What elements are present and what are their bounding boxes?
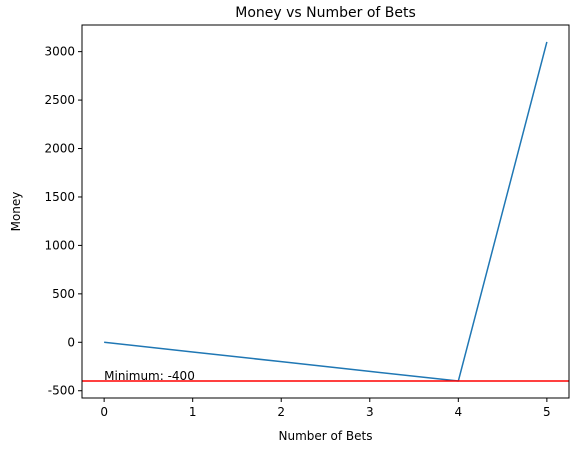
x-tick-label: 1: [189, 405, 197, 419]
x-tick-label: 0: [100, 405, 108, 419]
x-tick-label: 5: [543, 405, 551, 419]
y-tick-label: 2500: [44, 93, 75, 107]
chart-title: Money vs Number of Bets: [235, 5, 416, 21]
y-axis-label: Money: [9, 192, 23, 232]
x-axis-label: Number of Bets: [279, 429, 373, 443]
y-axis-ticks: -500 0 500 1000 1500 2000 2500 3000: [44, 45, 82, 398]
x-tick-label: 4: [454, 405, 462, 419]
x-tick-label: 2: [277, 405, 285, 419]
x-tick-label: 3: [366, 405, 374, 419]
y-tick-label: 0: [67, 335, 75, 349]
minimum-annotation: Minimum: -400: [104, 369, 195, 383]
x-axis-ticks: 0 1 2 3 4 5: [100, 398, 551, 419]
plot-area: [82, 41, 569, 382]
series-line: [104, 41, 548, 382]
y-tick-label: 2000: [44, 142, 75, 156]
y-tick-label: -500: [48, 384, 75, 398]
y-tick-label: 1000: [44, 238, 75, 252]
y-tick-label: 1500: [44, 190, 75, 204]
axes-frame: [81, 24, 570, 399]
y-tick-label: 500: [52, 287, 75, 301]
y-tick-label: 3000: [44, 45, 75, 59]
